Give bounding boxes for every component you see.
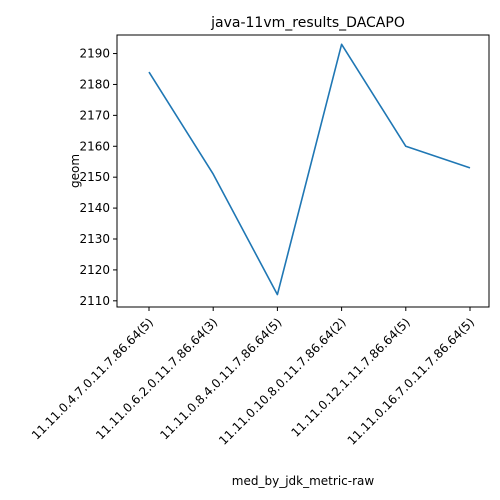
- x-axis-label: med_by_jdk_metric-raw: [232, 474, 375, 488]
- x-tick-label: 11.11.0.6.2.0.11.7.86.64(3): [93, 315, 220, 442]
- y-tick-label: 2190: [79, 47, 110, 61]
- x-axis: 11.11.0.4.7.0.11.7.86.64(5)11.11.0.6.2.0…: [29, 307, 477, 448]
- y-axis: 2110 2120 2130 2140 2150 2160 2170 2180 2190: [79, 47, 117, 308]
- chart-title: java-11vm_results_DACAPO: [210, 15, 405, 31]
- y-tick-label: 2110: [79, 294, 110, 308]
- x-tick-label: 11.11.0.12.1.11.7.86.64(5): [288, 315, 412, 439]
- y-tick-label: 2130: [79, 232, 110, 246]
- y-axis-label: geom: [68, 154, 82, 188]
- y-tick-label: 2170: [79, 108, 110, 122]
- series-line: [148, 43, 471, 296]
- plot-frame: [116, 34, 490, 308]
- y-tick-label: 2180: [79, 77, 110, 91]
- y-tick-label: 2150: [79, 170, 110, 184]
- y-tick-label: 2160: [79, 139, 110, 153]
- x-tick-label: 11.11.0.10.8.0.11.7.86.64(2): [216, 315, 349, 448]
- y-tick-label: 2140: [79, 201, 110, 215]
- x-tick-label: 11.11.0.8.4.0.11.7.86.64(5): [157, 315, 284, 442]
- y-tick-label: 2120: [79, 263, 110, 277]
- x-tick-label: 11.11.0.4.7.0.11.7.86.64(5): [29, 315, 156, 442]
- x-tick-label: 11.11.0.16.7.0.11.7.86.64(5): [345, 315, 478, 448]
